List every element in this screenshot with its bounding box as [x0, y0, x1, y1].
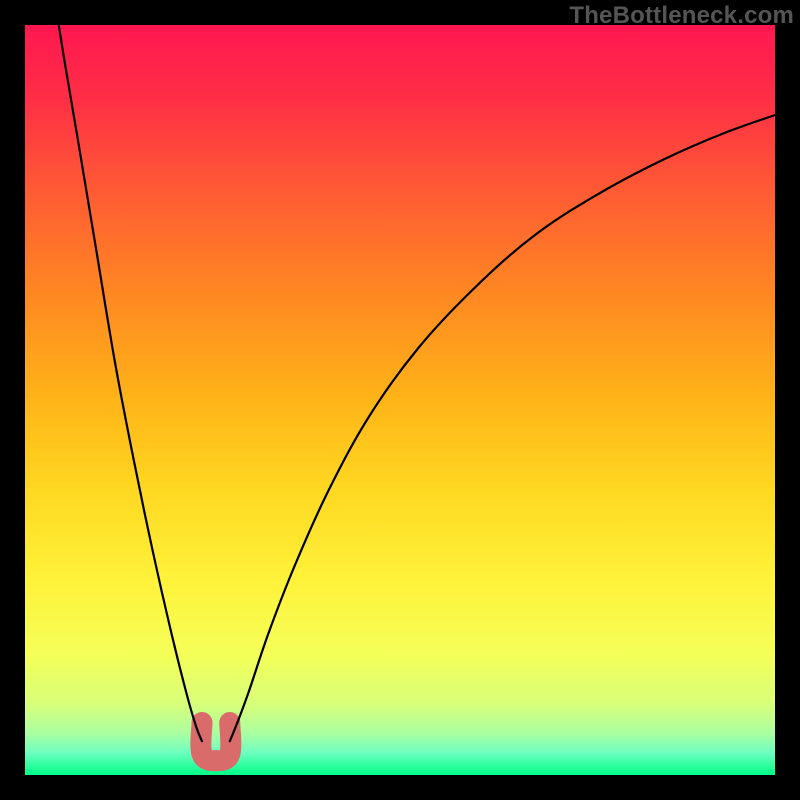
- watermark-text: TheBottleneck.com: [569, 2, 794, 30]
- plot-area: [25, 25, 775, 775]
- curve-overlay-svg: [25, 25, 775, 775]
- valley-marker: [201, 723, 231, 761]
- curve-left-branch: [59, 25, 202, 741]
- curve-right-branch: [230, 115, 775, 741]
- chart-frame: TheBottleneck.com: [0, 0, 800, 800]
